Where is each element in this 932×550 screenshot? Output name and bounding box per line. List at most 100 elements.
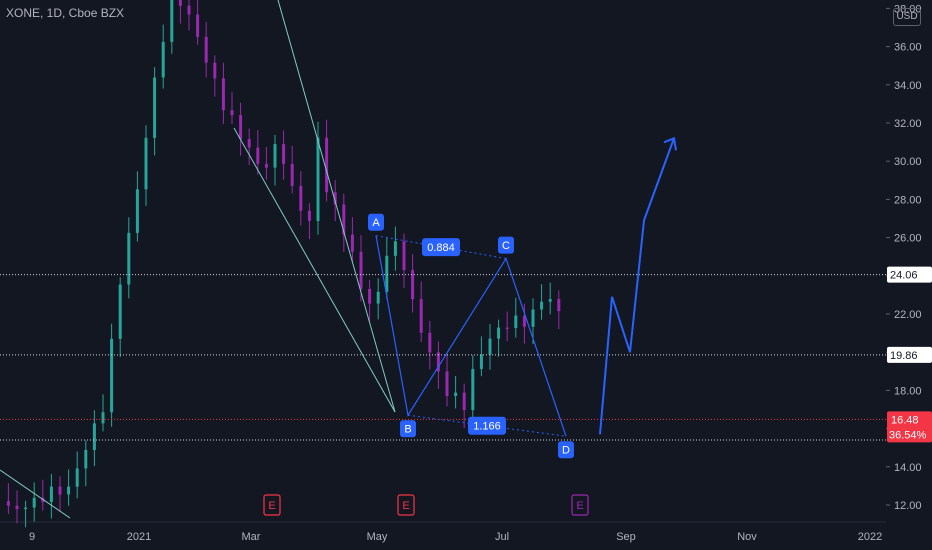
x-tick-label: Jul (495, 531, 509, 543)
last-price-change: 36.54% (889, 429, 927, 441)
left-trendline (0, 469, 71, 519)
candle-body (247, 139, 251, 148)
x-tick-label: Mar (242, 531, 261, 543)
candle-body (84, 450, 88, 469)
candle-body (239, 115, 243, 140)
earnings-marker-label: E (402, 500, 409, 512)
candle-body (514, 315, 518, 329)
candle-body (393, 241, 397, 256)
y-tick-label: 12.00 (894, 500, 922, 512)
candle-body (419, 299, 423, 333)
point-label-d: D (562, 445, 570, 457)
candle-body (153, 77, 157, 138)
candle-body (359, 251, 363, 289)
candle-body (196, 14, 200, 37)
last-price-tag (887, 411, 932, 443)
candle-body (264, 163, 268, 168)
point-label-a: A (372, 217, 380, 229)
candle-body (497, 327, 501, 339)
candle-body (411, 270, 415, 300)
earnings-marker (263, 494, 281, 516)
candle-body (325, 137, 329, 193)
candle-body (49, 486, 53, 503)
point-tag (400, 420, 416, 438)
earnings-marker (397, 494, 415, 516)
y-tick-label: 36.00 (894, 42, 922, 54)
wedge-lower-line (233, 127, 396, 413)
projection-path (599, 137, 675, 435)
candle-body (101, 412, 105, 424)
ticker-label: XONE, 1D, Cboe BZX (6, 6, 125, 20)
ratio-tag (422, 238, 460, 257)
candle-body (282, 144, 286, 164)
last-price-value: 16.48 (891, 414, 919, 426)
candle-body (342, 204, 346, 235)
earnings-marker-label: E (268, 500, 275, 512)
ratio-tag (468, 416, 506, 435)
currency-label[interactable]: USD (893, 8, 921, 26)
candle-body (290, 163, 294, 186)
candle-body (24, 507, 28, 510)
candle-body (316, 137, 320, 222)
candle-body (110, 338, 114, 413)
wedge-upper-line (277, 0, 396, 413)
point-tag (498, 236, 514, 254)
candle-body (479, 354, 483, 369)
ratio-label: 1.166 (473, 421, 501, 433)
ratio-label: 0.884 (427, 242, 455, 254)
candle-body (170, 0, 174, 42)
y-tick-label: 34.00 (894, 80, 922, 92)
candle-body (462, 392, 466, 411)
projection-arrowhead (663, 136, 677, 151)
x-tick-label: 9 (29, 531, 35, 543)
candle-body (204, 36, 208, 63)
candle-body (187, 5, 191, 15)
x-tick-label: Nov (737, 531, 757, 543)
candle-body (428, 332, 432, 353)
candle-body (273, 144, 277, 168)
ratio-line-bd (407, 414, 567, 437)
y-tick-label: 22.00 (894, 309, 922, 321)
x-tick-label: May (367, 531, 388, 543)
point-tag (368, 213, 384, 231)
candle-body (368, 288, 372, 304)
earnings-marker (571, 494, 589, 516)
candle-body (350, 234, 354, 252)
candle-body (58, 486, 62, 495)
candle-body (230, 110, 234, 116)
candle-body (333, 192, 337, 205)
price-level-tag (887, 266, 932, 283)
candle-body (376, 291, 380, 304)
y-tick-label: 38.00 (894, 3, 922, 15)
xabcd-pattern (375, 235, 567, 437)
candle-body (118, 284, 122, 339)
price-level-label: 19.86 (890, 350, 918, 362)
candle-body (92, 423, 96, 451)
candle-body (213, 62, 217, 79)
y-tick-label: 26.00 (894, 233, 922, 245)
y-tick-label: 18.00 (894, 385, 922, 397)
candle-body (471, 368, 475, 411)
candle-body (75, 468, 79, 487)
candle-body (402, 241, 406, 271)
candle-body (531, 309, 535, 327)
candle-body (436, 352, 440, 372)
candle-body (307, 210, 311, 222)
candle-body (135, 189, 139, 233)
candle-body (445, 371, 449, 397)
candle-body (127, 232, 131, 285)
candle-body (522, 315, 526, 327)
candle-body (454, 392, 458, 397)
candle-body (67, 486, 71, 495)
candle-body (15, 505, 19, 510)
candle-body (178, 0, 182, 6)
point-label-b: B (404, 424, 411, 436)
candle-body (557, 299, 561, 312)
candle-body (221, 78, 225, 111)
point-tag (558, 441, 574, 459)
candle-body (385, 255, 389, 292)
candle-body (32, 497, 36, 508)
candle-body (6, 501, 10, 506)
